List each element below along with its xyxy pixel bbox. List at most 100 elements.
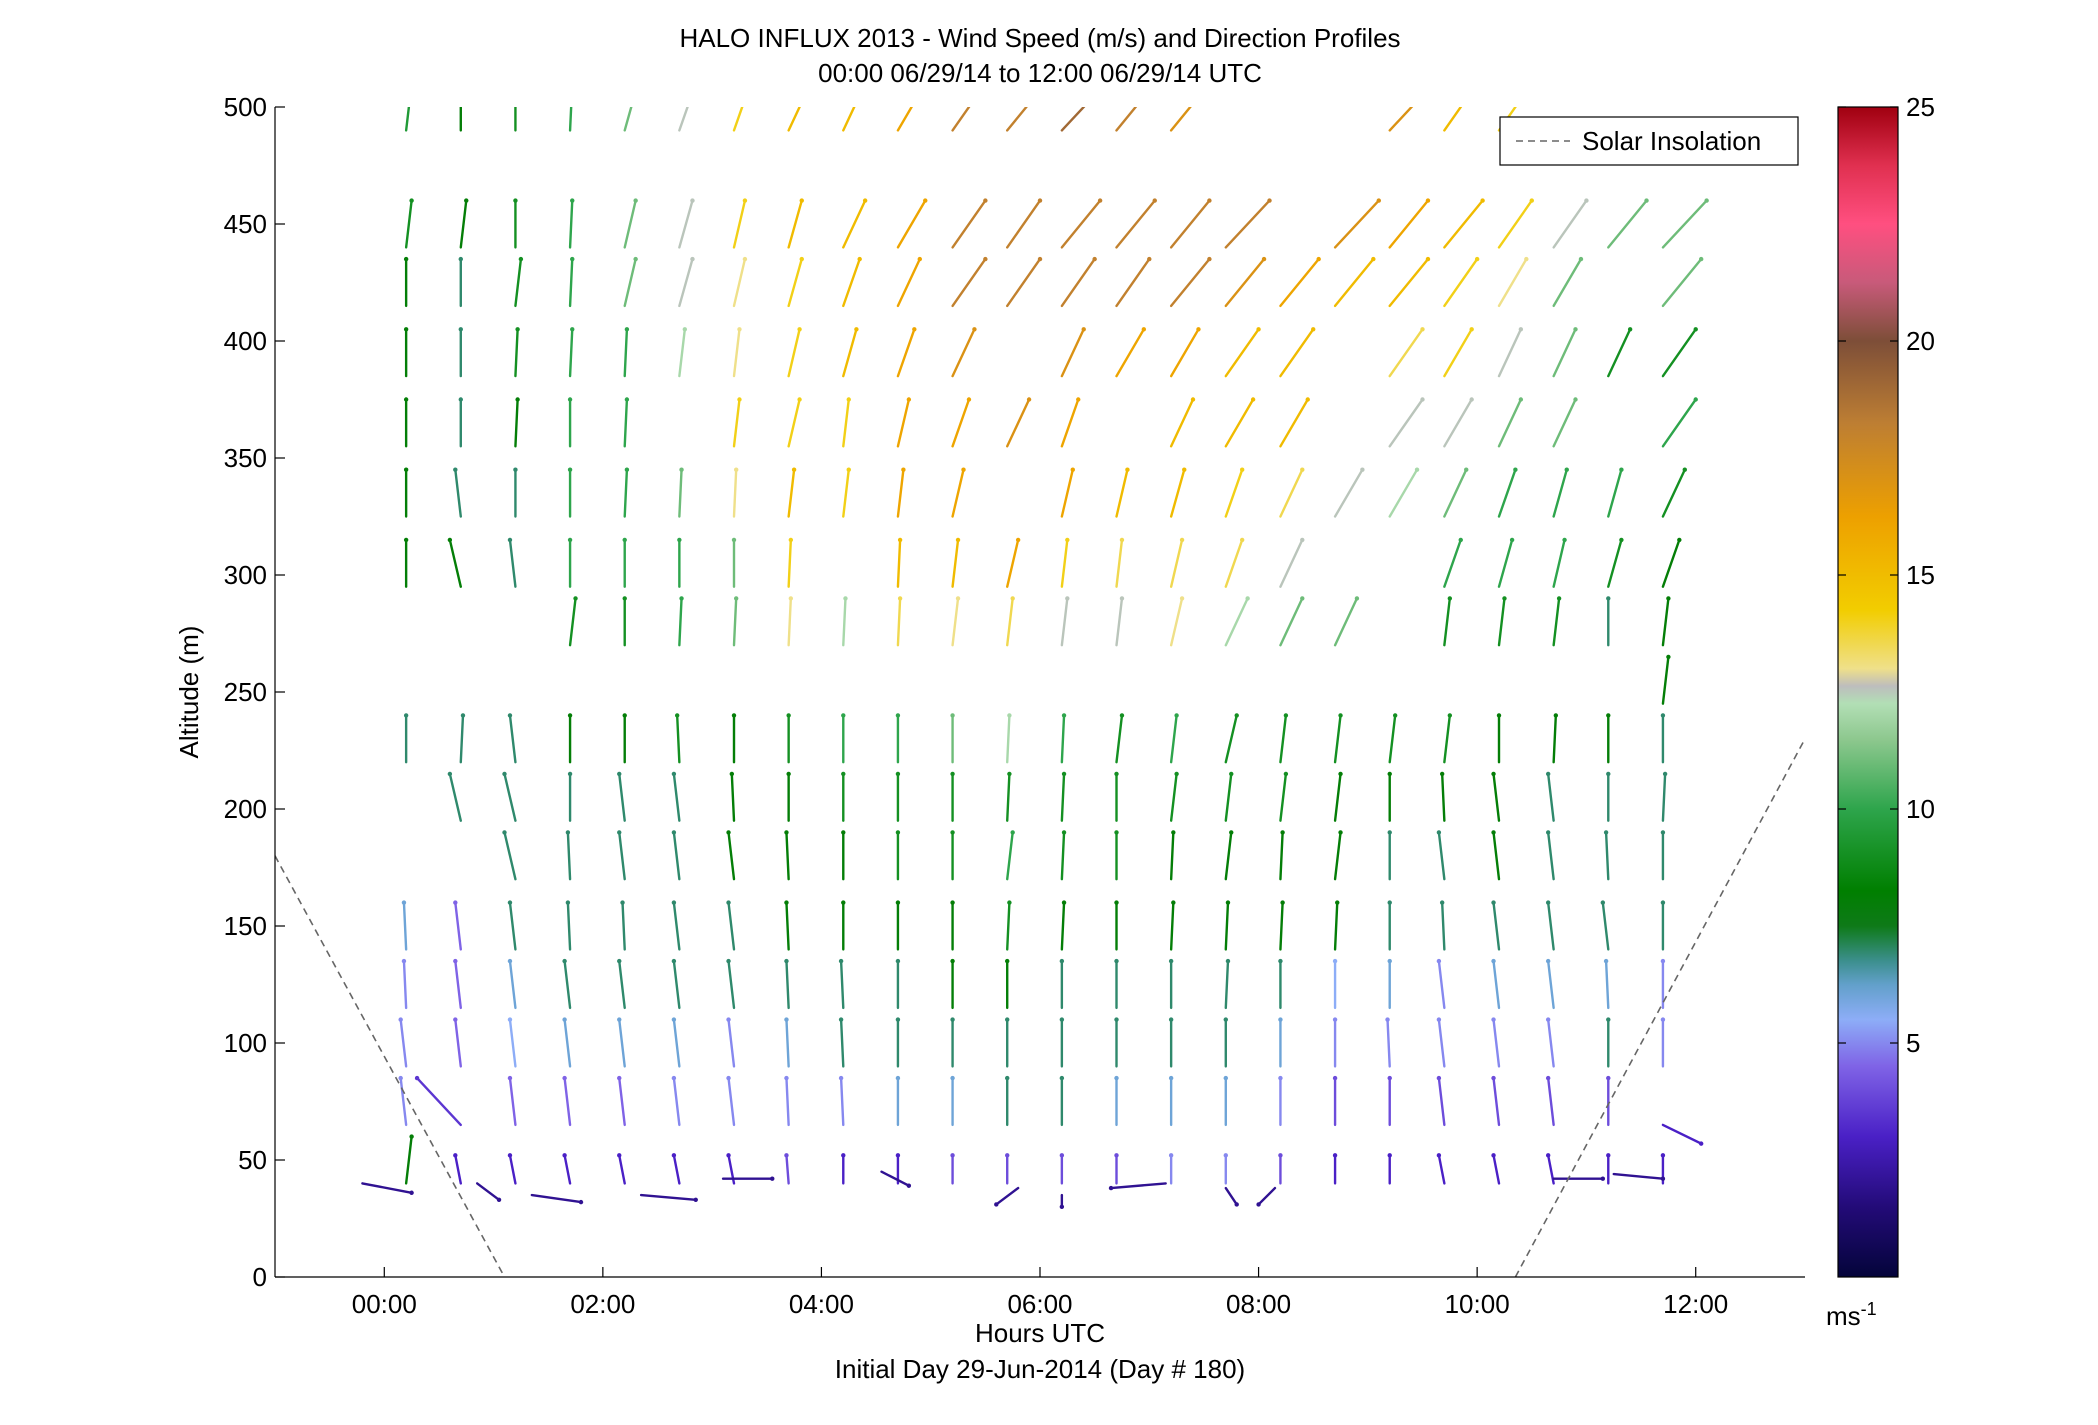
- wind-vector-shaft: [896, 398, 911, 448]
- wind-vector-shaft: [459, 199, 468, 249]
- wind-vector: [726, 958, 736, 1010]
- wind-vector-tip: [843, 596, 848, 601]
- wind-vector-shaft: [1006, 831, 1014, 881]
- y-ticks: 0 50 100 150 200 250 300 350 400 450 500: [224, 92, 285, 1292]
- wind-vector: [623, 327, 630, 378]
- wind-vector: [787, 198, 804, 249]
- wind-vector: [1168, 958, 1174, 1010]
- wind-vector-tip: [1469, 397, 1474, 402]
- wind-vector: [787, 537, 794, 588]
- wind-vector: [1491, 771, 1501, 822]
- wind-vector-tip: [1666, 654, 1671, 660]
- wind-vector-shaft: [785, 831, 790, 881]
- wind-vector-shaft: [1333, 468, 1364, 518]
- wind-vector-shaft: [1060, 901, 1066, 951]
- wind-vector-tip: [458, 327, 463, 332]
- legend: Solar Insolation: [1499, 116, 1799, 166]
- wind-vector-shaft: [1279, 772, 1288, 822]
- wind-vector-tip: [1005, 1153, 1010, 1158]
- wind-vector-tip: [1059, 958, 1065, 964]
- wind-vector-tip: [955, 537, 961, 543]
- wind-vector: [1060, 771, 1067, 822]
- wind-vector: [1224, 256, 1267, 308]
- wind-vector-tip: [1332, 1153, 1338, 1158]
- wind-vector-shaft: [842, 398, 850, 448]
- wind-vector: [950, 771, 955, 822]
- wind-vector-shaft: [675, 714, 681, 764]
- wind-vector-shaft: [1006, 772, 1011, 822]
- wind-vector: [453, 1017, 462, 1068]
- wind-vector-shaft: [672, 959, 681, 1010]
- wind-vector-tip: [401, 958, 407, 964]
- wind-vector-tip: [1662, 771, 1668, 777]
- wind-vector-tip: [797, 327, 802, 332]
- wind-vector-shaft: [1437, 831, 1446, 881]
- colorbar-tick-label: 10: [1906, 794, 1935, 824]
- wind-vector-tip: [1606, 1153, 1611, 1158]
- colorbar-ticks: 5 10 15 20 25: [1838, 92, 1935, 1058]
- wind-vector-tip: [1114, 830, 1119, 835]
- wind-vector-shaft: [1224, 468, 1244, 518]
- wind-vector-tip: [677, 537, 682, 543]
- wind-vector-shaft: [1169, 772, 1178, 822]
- wind-vector-shaft: [1115, 328, 1146, 378]
- wind-vector: [1060, 107, 1086, 132]
- wind-vector-tip: [1698, 256, 1704, 262]
- wind-vector-tip: [1007, 900, 1012, 905]
- wind-vector-shaft: [1060, 772, 1066, 822]
- wind-vector: [1332, 958, 1338, 1010]
- wind-vector: [1060, 467, 1075, 518]
- wind-vector-tip: [1171, 900, 1176, 905]
- wind-vector-tip: [1436, 958, 1442, 964]
- y-tick-label: 500: [224, 92, 267, 122]
- wind-vector: [1612, 1172, 1666, 1181]
- wind-vector: [1279, 397, 1310, 448]
- wind-vector-shaft: [672, 1076, 681, 1127]
- wind-vector-tip: [1114, 1153, 1119, 1158]
- wind-vector: [1552, 256, 1584, 308]
- wind-vector-shaft: [1552, 398, 1577, 448]
- wind-vector-shaft: [1169, 257, 1211, 308]
- wind-vector: [622, 596, 627, 647]
- wind-vector-shaft: [730, 772, 736, 822]
- wind-vector-shaft: [1060, 714, 1066, 764]
- wind-vector: [1114, 1075, 1119, 1127]
- wind-vector-shaft: [1552, 328, 1577, 378]
- wind-vector-shaft: [1546, 831, 1555, 881]
- wind-vector: [1169, 537, 1185, 588]
- wind-vector: [639, 1193, 698, 1202]
- wind-vector-tip: [1387, 958, 1392, 964]
- wind-vector: [1224, 537, 1245, 588]
- wind-vector: [895, 1075, 901, 1127]
- wind-vector: [1606, 1075, 1611, 1127]
- wind-vector-tip: [1239, 537, 1245, 543]
- wind-vector-tip: [562, 1075, 567, 1081]
- wind-vector: [1114, 830, 1119, 881]
- wind-vector: [623, 198, 638, 249]
- wind-vector-tip: [726, 1017, 731, 1022]
- wind-vector-shaft: [566, 831, 572, 881]
- wind-vector: [1060, 327, 1086, 378]
- wind-vector: [896, 596, 903, 647]
- wind-vector-tip: [453, 900, 458, 905]
- wind-vector-shaft: [618, 1154, 626, 1185]
- wind-vector: [726, 1017, 736, 1068]
- wind-vector-tip: [518, 256, 524, 262]
- wind-vector-shaft: [1333, 831, 1342, 881]
- wind-vector-shaft: [678, 468, 683, 518]
- wind-vector-tip: [1387, 830, 1392, 835]
- wind-vector-shaft: [454, 468, 462, 518]
- wind-vector-tip: [1606, 1075, 1611, 1081]
- wind-vector-shaft: [951, 257, 987, 308]
- wind-vector: [1114, 958, 1119, 1010]
- wind-vector: [1060, 900, 1067, 951]
- wind-vector-tip: [1005, 1075, 1010, 1081]
- wind-vector-tip: [515, 397, 520, 402]
- wind-vector-tip: [726, 1153, 731, 1158]
- wind-vector: [1491, 900, 1501, 951]
- wind-vector-tip: [1436, 1017, 1442, 1022]
- wind-vector: [1278, 1017, 1283, 1068]
- wind-vector-tip: [562, 1017, 567, 1022]
- wind-vector-tip: [507, 1075, 513, 1081]
- wind-vector: [1436, 958, 1446, 1010]
